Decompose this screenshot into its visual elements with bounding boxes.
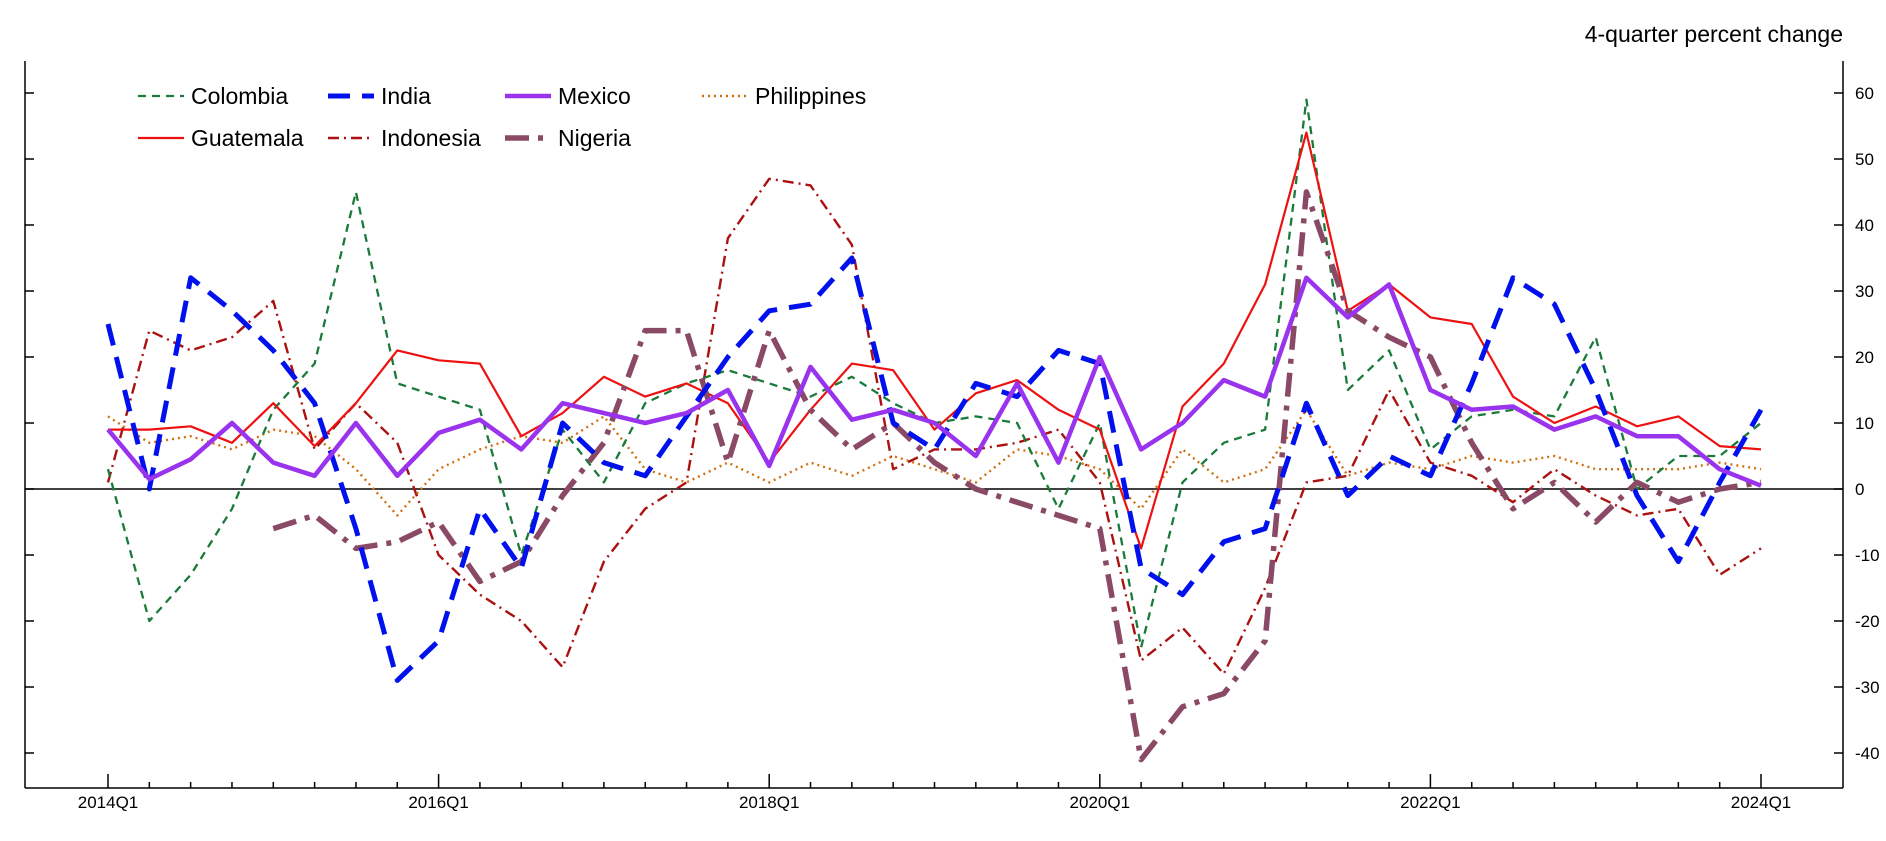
legend-item-india: India: [328, 83, 431, 109]
y-axis: 60 50 40 30 20 10 0 -10 -20 -30 -40: [25, 84, 1880, 763]
x-axis: 2014Q1 2016Q1 2018Q1 2020Q1 2022Q1 2024Q1: [78, 774, 1792, 812]
x-tick-label: 2016Q1: [408, 793, 469, 812]
x-tick-label: 2024Q1: [1731, 793, 1792, 812]
series-layer: [105, 98, 1764, 763]
x-tick-label: 2018Q1: [739, 793, 800, 812]
x-tick-label: 2020Q1: [1070, 793, 1131, 812]
y-tick-label: 60: [1855, 84, 1874, 103]
legend-label: Nigeria: [558, 125, 631, 151]
legend-item-indonesia: Indonesia: [328, 125, 481, 151]
legend-label: Indonesia: [381, 125, 481, 151]
y-tick-label: 0: [1855, 480, 1864, 499]
legend-item-guatemala: Guatemala: [138, 125, 304, 151]
legend-label: Mexico: [558, 83, 631, 109]
legend-label: Philippines: [755, 83, 866, 109]
y-tick-label: 50: [1855, 150, 1874, 169]
y-tick-label: -10: [1855, 546, 1880, 565]
legend-item-colombia: Colombia: [138, 83, 288, 109]
y-tick-label: -30: [1855, 678, 1880, 697]
legend-label: Guatemala: [191, 125, 304, 151]
legend-label: India: [381, 83, 431, 109]
y-tick-label: -40: [1855, 744, 1880, 763]
legend-item-mexico: Mexico: [505, 83, 631, 109]
legend-label: Colombia: [191, 83, 288, 109]
y-tick-label: 20: [1855, 348, 1874, 367]
series-line-indonesia: [106, 177, 1762, 675]
series-line-nigeria: [272, 189, 1762, 763]
y-tick-label: -20: [1855, 612, 1880, 631]
series-line-mexico: [106, 275, 1762, 488]
y-tick-label: 10: [1855, 414, 1874, 433]
series-line-colombia: [106, 98, 1762, 649]
legend-item-philippines: Philippines: [702, 83, 866, 109]
x-tick-label: 2022Q1: [1400, 793, 1461, 812]
y-tick-label: 30: [1855, 282, 1874, 301]
y-tick-label: 40: [1855, 216, 1874, 235]
x-tick-label: 2014Q1: [78, 793, 139, 812]
units-label: 4-quarter percent change: [1585, 21, 1843, 47]
legend-item-nigeria: Nigeria: [505, 125, 631, 151]
series-line-india: [105, 255, 1764, 683]
legend: Colombia India Mexico Philippines Guatemala I…: [138, 83, 866, 151]
